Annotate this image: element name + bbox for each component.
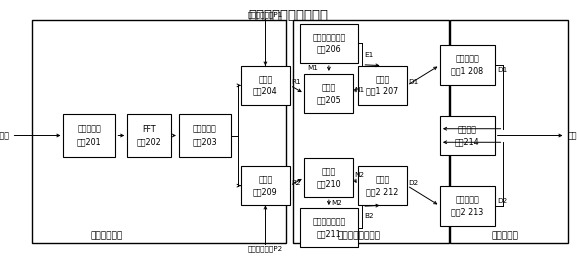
Text: N2: N2	[354, 172, 365, 178]
Text: 模块203: 模块203	[193, 137, 217, 146]
Bar	[358, 166, 407, 205]
Text: 模块201: 模块201	[77, 137, 102, 146]
Text: 本地已知序列P2: 本地已知序列P2	[248, 245, 283, 251]
Bar	[63, 114, 115, 157]
Text: B2: B2	[364, 214, 374, 220]
Text: D2: D2	[497, 198, 507, 204]
Text: 信号到达: 信号到达	[567, 131, 577, 140]
Text: 模剗2 212: 模剗2 212	[366, 187, 399, 196]
Text: N1: N1	[354, 88, 365, 93]
Text: FFT: FFT	[142, 125, 156, 134]
Text: 模块206: 模块206	[317, 45, 341, 54]
Text: 平方器: 平方器	[322, 167, 336, 176]
Text: 门限判决器: 门限判决器	[455, 196, 479, 205]
Text: 频域相关单元: 频域相关单元	[91, 231, 123, 240]
Bar	[305, 158, 353, 197]
Text: 模块210: 模块210	[317, 179, 341, 188]
Text: 接收数据: 接收数据	[0, 131, 10, 140]
Bar	[305, 74, 353, 113]
Text: 相关器: 相关器	[258, 175, 272, 184]
Text: R2: R2	[291, 180, 301, 186]
Text: 模剗1 207: 模剗1 207	[366, 87, 399, 96]
Bar	[127, 114, 171, 157]
Text: 模剗1 208: 模剗1 208	[451, 66, 484, 75]
Text: D1: D1	[497, 67, 507, 73]
Bar	[179, 114, 231, 157]
Text: 模块205: 模块205	[317, 95, 341, 104]
Text: 综合判决: 综合判决	[458, 125, 477, 134]
Bar	[293, 20, 449, 243]
Text: 判决变量估计单元: 判决变量估计单元	[338, 231, 380, 240]
Text: 模块211: 模块211	[317, 229, 341, 238]
Text: M1: M1	[308, 65, 319, 72]
Text: 平方器: 平方器	[322, 83, 336, 92]
Bar	[241, 166, 290, 205]
Bar	[358, 66, 407, 105]
Text: 参考能量估计算: 参考能量估计算	[312, 33, 346, 42]
Text: 除法器: 除法器	[376, 175, 389, 184]
Text: 本地已知序列P1: 本地已知序列P1	[248, 11, 283, 18]
Text: 模剗2 213: 模剗2 213	[451, 207, 484, 216]
Text: D2: D2	[408, 180, 418, 186]
Bar	[32, 20, 286, 243]
Text: 门限判决器: 门限判决器	[455, 55, 479, 64]
Text: E1: E1	[364, 51, 373, 57]
Text: R1: R1	[291, 79, 301, 85]
Text: 频域同步接收单元框图: 频域同步接收单元框图	[249, 9, 328, 22]
Text: 模块214: 模块214	[455, 137, 479, 146]
Text: 自相关模块: 自相关模块	[193, 125, 217, 134]
Bar	[450, 20, 568, 243]
Text: M2: M2	[331, 199, 342, 206]
Text: 相关器: 相关器	[258, 75, 272, 84]
Bar	[241, 66, 290, 105]
Text: 模块204: 模块204	[253, 87, 278, 96]
Bar	[440, 186, 494, 225]
Bar	[300, 24, 358, 63]
Bar	[440, 116, 494, 155]
Text: 数据流缓存: 数据流缓存	[77, 125, 102, 134]
Bar	[300, 208, 358, 247]
Text: 判决器单元: 判决器单元	[492, 231, 518, 240]
Text: 除法器: 除法器	[376, 75, 389, 84]
Text: 参考能量估计算: 参考能量估计算	[312, 217, 346, 226]
Bar	[440, 46, 494, 85]
Text: D1: D1	[408, 79, 418, 85]
Text: 模块209: 模块209	[253, 187, 278, 196]
Text: 模块202: 模块202	[137, 137, 161, 146]
